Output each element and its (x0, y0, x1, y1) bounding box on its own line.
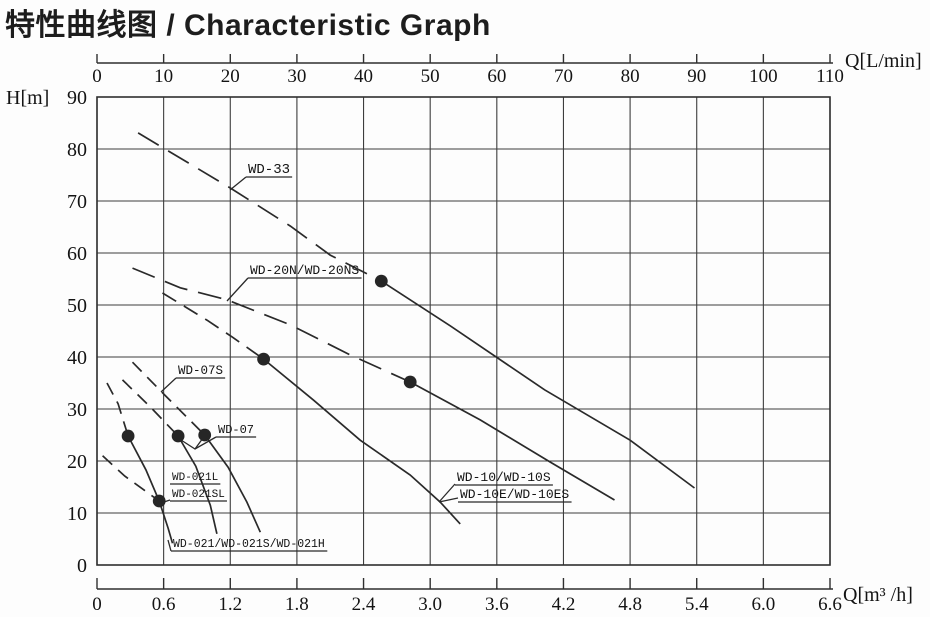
bottom-axis-tick-label: 4.8 (618, 594, 642, 615)
rated-point-dot (152, 494, 166, 508)
top-axis-tick-label: 0 (92, 66, 102, 87)
curve-dashed-wd-20n (132, 267, 411, 383)
label-wd-20n: WD-20N/WD-20NS (250, 263, 359, 278)
label-wd-021l: WD-021L (172, 472, 218, 484)
label-wd-07s-leader (160, 377, 177, 393)
left-axis-tick-label: 60 (67, 243, 87, 265)
bottom-axis-tick-label: 1.2 (218, 594, 242, 615)
label-wd-021l: WD-021SL (172, 489, 225, 501)
rated-point-dot (257, 352, 270, 366)
left-axis-tick-label: 10 (67, 503, 87, 525)
curve-solid-wd-021 (127, 435, 174, 544)
rated-point-dot (403, 375, 417, 389)
top-axis-tick-label: 30 (287, 66, 306, 87)
bottom-axis-tick-label: 3.0 (418, 594, 442, 615)
label-wd-021-leader (167, 539, 172, 552)
curve-solid-wd-33 (380, 280, 696, 489)
bottom-axis-tick-label: 4.2 (552, 594, 576, 615)
label-wd-33: WD-33 (248, 162, 290, 178)
bottom-axis-tick-label: 0.6 (152, 594, 176, 615)
page-title: 特性曲线图 / Characteristic Graph (5, 9, 491, 42)
top-axis-tick-label: 90 (687, 66, 706, 87)
curve-dashed-wd-021l (102, 455, 160, 502)
top-axis-tick-label: 50 (421, 66, 440, 87)
bottom-axis-unit-label: Q[m³ /h] (843, 584, 913, 606)
top-axis-tick-label: 40 (354, 66, 373, 87)
rated-point-dot (374, 274, 388, 288)
label-wd-07: WD-07 (218, 423, 254, 437)
top-axis-tick-label: 10 (154, 66, 173, 87)
label-wd-021: WD-021/WD-021S/WD-021H (173, 538, 325, 551)
left-axis-tick-label: 50 (67, 295, 87, 317)
curve-dashed-wd-07s (121, 379, 179, 437)
top-axis-tick-label: 60 (487, 66, 506, 87)
curve-solid-wd-10 (263, 358, 461, 525)
curve-dashed-wd-33 (137, 132, 382, 282)
rated-point-dot (121, 429, 135, 443)
rated-point-dot (171, 429, 185, 443)
bottom-axis-tick-label: 5.4 (685, 594, 709, 615)
top-axis-tick-label: 110 (816, 66, 844, 87)
label-wd-07s: WD-07S (178, 364, 223, 378)
label-wd-33-leader (229, 176, 247, 191)
rated-point-dot (198, 428, 212, 442)
left-axis-tick-label: 70 (67, 191, 87, 213)
top-axis-tick-label: 70 (554, 66, 573, 87)
bottom-axis-tick-label: 1.8 (285, 594, 309, 615)
label-wd-10: WD-10E/WD-10ES (460, 487, 569, 502)
label-wd-20n-leader (226, 277, 249, 302)
left-axis-tick-label: 30 (67, 399, 87, 421)
label-wd-10-leader (438, 483, 456, 503)
left-axis-tick-label: 40 (67, 347, 87, 369)
curve-solid-wd-20n (409, 381, 615, 501)
curve-solid-wd-07s (177, 435, 218, 534)
plot-border (96, 96, 831, 566)
label-wd-10: WD-10/WD-10S (457, 470, 551, 485)
label-wd-10-leader (438, 497, 459, 503)
curve-dashed-wd-10 (162, 292, 265, 360)
left-axis-tick-label: 90 (67, 87, 87, 109)
bottom-axis-tick-label: 3.6 (485, 594, 509, 615)
bottom-axis-tick-label: 6.0 (751, 594, 775, 615)
curve-dashed-wd-07 (131, 361, 206, 436)
left-axis-tick-label: 80 (67, 139, 87, 161)
curve-solid-wd-07 (204, 434, 262, 533)
left-axis-tick-label: 0 (77, 555, 87, 577)
left-axis-unit-label: H[m] (6, 87, 49, 109)
bottom-axis-tick-label: 0 (92, 594, 102, 615)
top-axis-tick-label: 80 (621, 66, 640, 87)
bottom-axis-tick-label: 6.6 (818, 594, 842, 615)
top-axis-unit-label: Q[L/min] (845, 50, 922, 72)
bottom-axis-tick-label: 2.4 (352, 594, 376, 615)
top-axis-tick-label: 100 (749, 66, 778, 87)
top-axis-tick-label: 20 (221, 66, 240, 87)
curve-dashed-wd-021 (106, 382, 129, 437)
left-axis-tick-label: 20 (67, 451, 87, 473)
